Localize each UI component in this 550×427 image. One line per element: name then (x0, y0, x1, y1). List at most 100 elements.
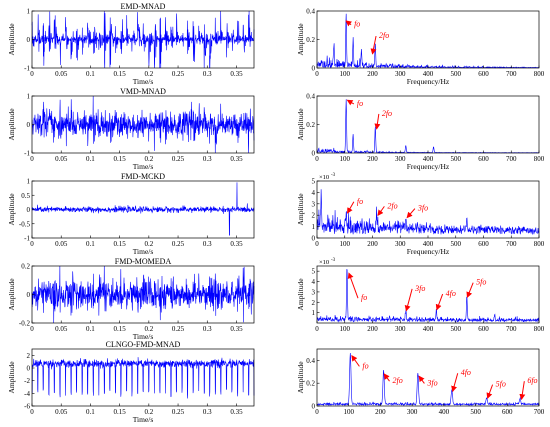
x-tick-label: 800 (534, 325, 545, 333)
x-tick-label: 0 (30, 325, 34, 333)
signal-line (316, 352, 540, 407)
y-tick-label: -4 (24, 390, 30, 398)
axes-box (316, 348, 540, 407)
y-tick-label: 1 (27, 8, 31, 16)
spectrum-panel-1: 0 100 200 300 400 500 600 700 800 0 0.2 0.4 Frequenc… (296, 93, 545, 172)
y-tick-label: 0.2 (306, 380, 315, 388)
x-tick-label: 200 (367, 240, 378, 248)
x-tick-label: 0.1 (86, 70, 95, 78)
x-tick-label: 700 (506, 240, 517, 248)
chart-title: FMD-MOMEDA (115, 257, 172, 266)
y-tick-label: 0 (27, 121, 31, 129)
y-tick-label: 0.2 (21, 263, 30, 271)
annotation-label: fo (357, 197, 363, 206)
annotation-arrow (404, 288, 413, 312)
x-tick-label: 0.25 (172, 240, 185, 248)
x-axis-label: Time/s (133, 332, 154, 341)
x-tick-label: 600 (478, 240, 489, 248)
signal-line (316, 13, 540, 69)
signal-line (31, 357, 255, 399)
x-axis-label: Time/s (133, 247, 154, 256)
exponent-label: ×10 (319, 174, 329, 181)
y-axis-label: Amplitude (296, 278, 305, 311)
x-tick-label: 0 (315, 155, 319, 163)
x-tick-label: 0.15 (114, 408, 127, 416)
annotation-label: 6fo (527, 376, 537, 385)
x-tick-label: 0.15 (114, 240, 127, 248)
x-tick-label: 400 (423, 240, 434, 248)
x-tick-label: 0.15 (114, 155, 127, 163)
x-tick-label: 600 (478, 325, 489, 333)
y-tick-label: -0.2 (19, 320, 31, 328)
x-tick-label: 0.25 (172, 408, 185, 416)
axes-box (316, 10, 540, 69)
chart-title: CLNGO-FMD-MNAD (106, 340, 181, 349)
x-tick-label: 0.05 (55, 240, 68, 248)
x-tick-label: 500 (451, 70, 462, 78)
x-tick-label: 0 (30, 240, 34, 248)
x-tick-label: 500 (470, 408, 481, 416)
signal-line (31, 95, 255, 154)
annotation-label: 4fo (446, 289, 456, 298)
y-tick-label: 3 (312, 288, 316, 296)
x-tick-label: 100 (340, 325, 351, 333)
annotation-label: 3fo (417, 204, 428, 213)
x-tick-label: 0.3 (203, 155, 212, 163)
annotation-label: 2fo (382, 109, 392, 118)
x-tick-label: 0.35 (230, 155, 243, 163)
x-tick-label: 200 (367, 70, 378, 78)
y-axis-label: Amplitude (7, 278, 16, 311)
y-axis-label: Amplitude (7, 193, 16, 226)
spectrum-panel-3: 0 100 200 300 400 500 600 700 800 1 2 3 4 5 Amplitude ×… (296, 258, 545, 333)
x-tick-label: 0 (315, 325, 319, 333)
x-tick-label: 600 (478, 70, 489, 78)
x-tick-label: 0.05 (55, 70, 68, 78)
x-tick-label: 400 (423, 155, 434, 163)
x-tick-label: 0.15 (114, 70, 127, 78)
x-tick-label: 400 (423, 325, 434, 333)
chart-title: EMD-MNAD (121, 2, 166, 11)
annotation-label: 2fo (387, 201, 397, 210)
y-tick-label: 0.4 (306, 8, 315, 16)
time-panel-2: 0 0.05 0.1 0.15 0.2 0.25 0.3 0.35 -1 -0.5 0 0.5 1 Tim… (7, 172, 255, 256)
x-tick-label: 0.2 (144, 408, 153, 416)
annotation-arrow (486, 384, 494, 399)
signal-line (31, 182, 255, 236)
x-tick-label: 300 (395, 70, 406, 78)
annotation-label: fo (361, 293, 367, 302)
annotation-label: 5fo (476, 278, 486, 287)
y-tick-label: 0 (312, 403, 316, 411)
x-tick-label: 0.05 (55, 408, 68, 416)
time-panel-4: 0 0.05 0.1 0.15 0.2 0.25 0.3 0.35 -6 -4 -2 0 2 Time/s… (7, 340, 255, 424)
y-tick-label: -1 (24, 65, 30, 73)
annotation-arrow (435, 293, 444, 311)
annotation-label: fo (362, 361, 368, 370)
axes-box (316, 95, 540, 154)
x-tick-label: 0.3 (203, 240, 212, 248)
x-axis-label: Time/s (133, 77, 154, 86)
y-tick-label: -0.5 (19, 220, 31, 228)
y-tick-label: 2 (27, 352, 31, 360)
x-tick-label: 700 (506, 325, 517, 333)
annotation-label: 5fo (496, 380, 506, 389)
y-axis-label: Amplitude (7, 108, 16, 141)
x-tick-label: 0.2 (144, 240, 153, 248)
y-axis-label: Amplitude (7, 361, 16, 394)
y-axis-label: Amplitude (296, 23, 305, 56)
x-tick-label: 0.35 (230, 240, 243, 248)
y-tick-label: 1 (312, 223, 316, 231)
time-panel-1: 0 0.05 0.1 0.15 0.2 0.25 0.3 0.35-101Time/sAmpl… (7, 87, 255, 171)
y-tick-label: 4 (312, 189, 316, 197)
exponent-label: ×10 (319, 259, 329, 266)
x-tick-label: 0.3 (203, 325, 212, 333)
y-tick-label: 0.4 (306, 93, 315, 101)
signal-line (316, 268, 540, 323)
annotation-label: fo (354, 20, 360, 29)
spectrum-panel-0: 0 100 200 300 400 500 600 700 800 0 0.2 0.4 Frequenc… (296, 8, 545, 87)
y-axis-label: Amplitude (296, 108, 305, 141)
annotation-arrow (351, 355, 360, 367)
x-tick-label: 200 (367, 155, 378, 163)
x-tick-label: 0.25 (172, 70, 185, 78)
signal-line (316, 99, 540, 154)
x-tick-label: 0.3 (203, 70, 212, 78)
